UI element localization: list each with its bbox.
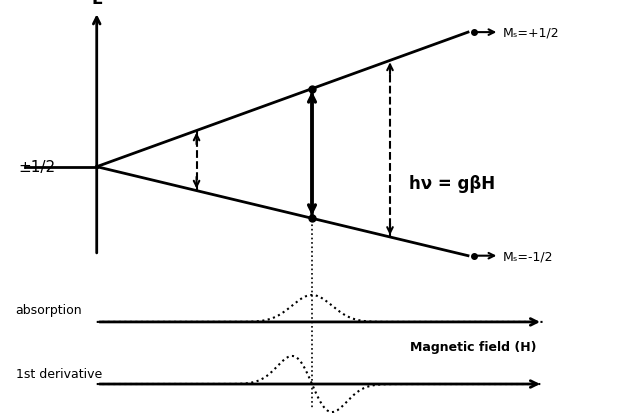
Text: hν = gβH: hν = gβH	[409, 175, 495, 193]
Text: Magnetic field (H): Magnetic field (H)	[410, 340, 537, 354]
Text: E: E	[91, 0, 102, 8]
Text: Mₛ=+1/2: Mₛ=+1/2	[502, 26, 559, 40]
Text: Mₛ=-1/2: Mₛ=-1/2	[502, 249, 553, 263]
Text: absorption: absorption	[16, 303, 82, 316]
Text: ±1/2: ±1/2	[19, 160, 56, 175]
Text: 1st derivative: 1st derivative	[16, 367, 102, 380]
